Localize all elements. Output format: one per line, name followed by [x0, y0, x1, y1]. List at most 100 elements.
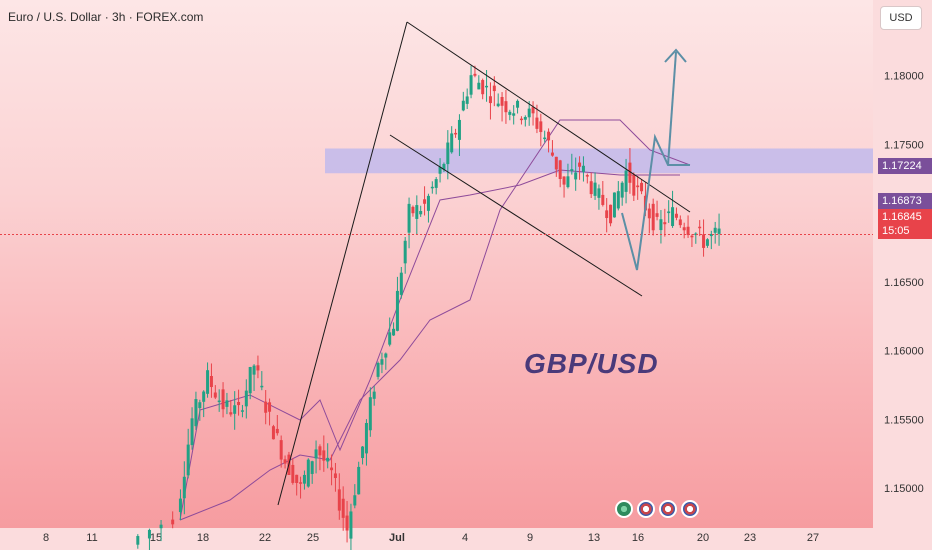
us-flag-icon[interactable] [681, 500, 699, 518]
x-tick-label: 16 [632, 532, 644, 544]
candle-body [395, 290, 399, 331]
candle-body [690, 235, 694, 238]
candle-body [384, 353, 388, 358]
x-tick-label: 8 [43, 532, 49, 544]
candle-body [147, 529, 151, 539]
rising-trendline [277, 21, 408, 506]
candle-body [310, 461, 314, 474]
candle-body [380, 359, 384, 365]
candle-body [539, 121, 543, 133]
candle-body [562, 176, 566, 185]
candle-body [516, 100, 520, 108]
candle-body [519, 118, 523, 121]
candle-body [295, 474, 299, 484]
countdown-tag: 15:05 [878, 223, 932, 239]
y-tick-label: 1.15000 [884, 483, 924, 495]
candle-body [492, 85, 496, 92]
us-flag-icon[interactable] [659, 500, 677, 518]
last-price-tag: 1.16845 [878, 209, 932, 225]
candle-body [597, 188, 601, 198]
candle-body [578, 162, 582, 167]
candle-body [302, 474, 306, 484]
candle-body [403, 240, 407, 264]
candle-body [233, 405, 237, 414]
chart-annotation-label: GBP/USD [524, 348, 659, 379]
economic-events[interactable] [615, 500, 699, 518]
candle-body [349, 511, 353, 539]
candle-body [202, 391, 206, 402]
candle-body [434, 179, 438, 188]
candle-body [229, 412, 233, 415]
candle-body [171, 519, 175, 525]
candle-body [268, 402, 272, 412]
candle-body [353, 495, 357, 506]
candle-body [248, 366, 252, 394]
candle-body [477, 82, 481, 90]
y-tick-label: 1.16500 [884, 277, 924, 289]
candle-body [326, 457, 330, 462]
candle-body [717, 228, 721, 234]
currency-button[interactable]: USD [880, 6, 922, 30]
candle-body [547, 131, 551, 141]
projection-arrow-head [664, 48, 687, 63]
candle-body [279, 440, 283, 460]
candle-body [457, 119, 461, 140]
channel-lower-line [389, 134, 643, 297]
candle-body [508, 111, 512, 115]
candle-body [345, 515, 349, 531]
candle-body [531, 107, 535, 114]
candle-body [694, 233, 698, 236]
candle-body [674, 213, 678, 218]
candle-body [426, 195, 430, 211]
candle-body [663, 222, 667, 225]
candle-body [206, 370, 210, 394]
x-tick-label: 11 [86, 532, 97, 544]
candle-body [473, 73, 477, 76]
y-tick-label: 1.18000 [884, 71, 924, 83]
candle-body [190, 418, 194, 446]
candle-body [574, 172, 578, 180]
candle-body [446, 142, 450, 165]
y-tick-label: 1.15500 [884, 414, 924, 426]
candle-body [368, 397, 372, 431]
candle-body [213, 392, 217, 398]
candle-body [523, 116, 527, 120]
candle-body [330, 467, 334, 471]
candle-body [182, 476, 186, 499]
candle-body [415, 205, 419, 219]
candle-body [616, 191, 620, 209]
resistance-zone [325, 148, 873, 174]
candle-body [589, 181, 593, 195]
candle-body [271, 426, 275, 440]
x-tick-label: 23 [744, 532, 756, 544]
candle-body [585, 175, 589, 177]
y-tick-label: 1.17500 [884, 139, 924, 151]
upper-price-tag: 1.16873 [878, 193, 932, 209]
candle-body [341, 498, 345, 518]
candle-body [682, 227, 686, 231]
candle-body [291, 464, 295, 483]
candle-body [306, 459, 310, 487]
candle-body [364, 423, 368, 454]
candle-body [527, 108, 531, 118]
candle-body [558, 160, 562, 180]
projection-arrow-shaft [667, 51, 677, 166]
candle-body [225, 400, 229, 407]
us-flag-icon[interactable] [637, 500, 655, 518]
x-tick-label: 15 [150, 532, 162, 544]
candle-body [628, 162, 632, 183]
candle-body [314, 449, 318, 459]
candle-body [411, 206, 415, 214]
y-tick-label: 1.16000 [884, 346, 924, 358]
candle-body [438, 166, 442, 174]
candle-body [322, 450, 326, 461]
candle-body [209, 376, 213, 388]
price-axis [873, 0, 932, 550]
event-icon[interactable] [615, 500, 633, 518]
candle-body [399, 272, 403, 295]
candle-body [705, 239, 709, 246]
candle-body [454, 132, 458, 135]
resistance-price-tag: 1.17224 [878, 158, 932, 174]
candle-body [376, 362, 380, 377]
